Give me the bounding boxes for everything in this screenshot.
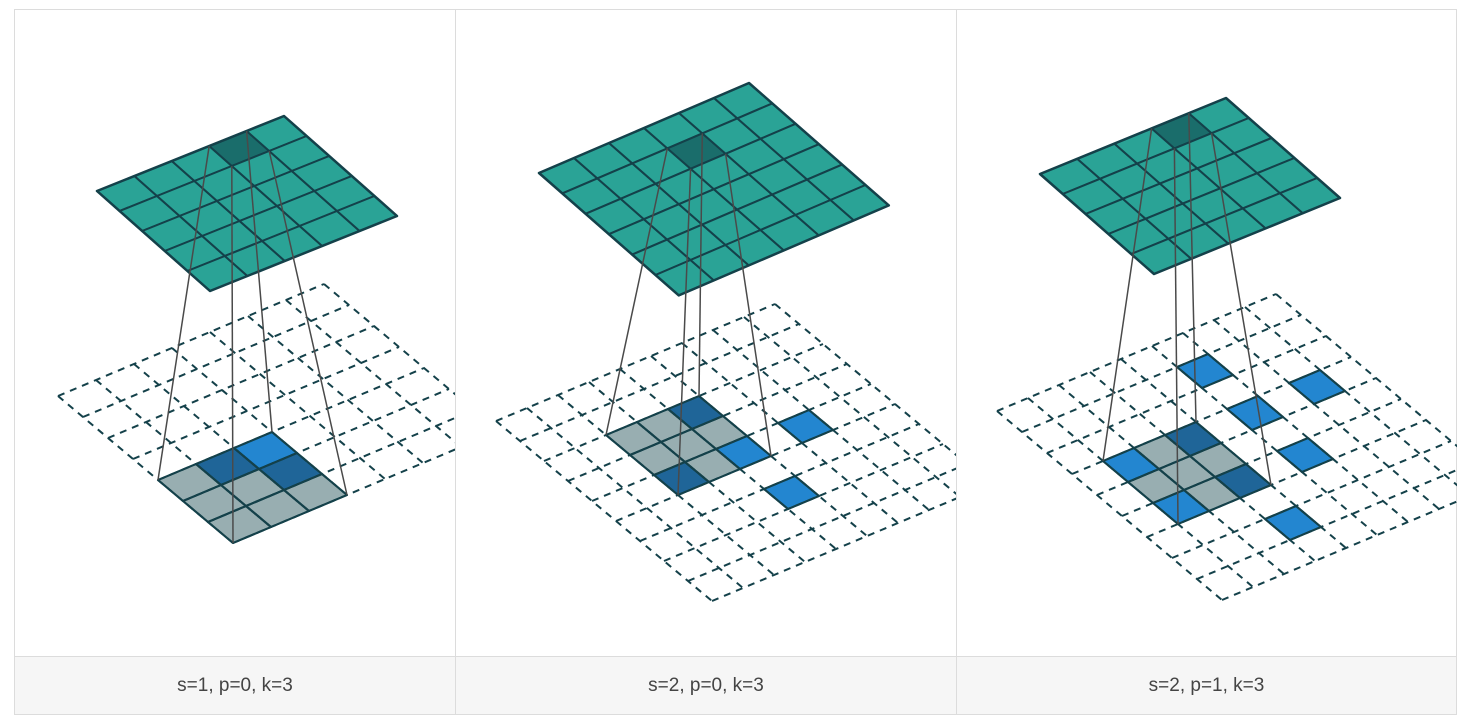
input-cell-outline [763,475,820,510]
input-grid-line [285,299,455,444]
input-grid-line [743,316,957,496]
input-grid-line [1046,335,1327,454]
diagram-svg-2 [495,81,957,602]
input-cell-outline [777,409,834,444]
input-grid-line [323,283,455,396]
projection-line [677,168,692,496]
input-grid-line [82,304,350,418]
input-grid-line [1121,398,1402,517]
input-grid-line [495,420,713,602]
input-grid-line [543,343,824,462]
input-grid-line [182,388,450,502]
input-grid-line [681,342,899,524]
projection-line [157,145,210,481]
input-grid-line [157,367,425,481]
projection-line [698,133,704,397]
input-grid-line [588,381,806,563]
input-grid-line [519,323,800,442]
output-plane-border [1038,96,1342,276]
input-cell [1288,369,1346,405]
input-grid-line [711,497,957,602]
input-grid-line [639,423,920,542]
input-cell-outline [1176,353,1234,389]
input-cell-outline [1276,437,1334,473]
input-grid-line [232,448,455,544]
projection-line [1210,133,1272,486]
input-grid-line [107,325,375,439]
input-grid-line [619,368,837,550]
input-grid-line [567,363,848,482]
input-cell [1276,437,1334,473]
diagram-svg-3 [996,96,1457,601]
input-grid-line [615,403,896,522]
projection-line [1102,128,1153,462]
input-grid-line [650,355,868,537]
input-grid-line [712,329,930,511]
input-grid-line [1021,314,1302,433]
projection-line [245,130,273,433]
output-plane-border [537,81,891,297]
input-cell [1264,505,1322,541]
output-plane-border [95,114,399,293]
input-cell [777,409,834,444]
diagram-svg-1 [57,114,455,544]
input-grid-line [591,383,872,502]
input-grid-line [663,443,944,562]
input-grid-line [1244,306,1457,487]
input-grid-line [1275,293,1457,448]
input-grid-line [526,407,744,589]
diagram-stride2-pad1 [957,10,1457,656]
input-grid-line [57,283,325,397]
input-cell-outline [1226,395,1284,431]
diagram-stride1-pad0 [15,10,455,656]
input-grid-line [1221,500,1457,601]
caption-stride2-pad0: s=2, p=0, k=3 [456,656,956,714]
input-cell [1226,395,1284,431]
input-cell [763,475,820,510]
input-grid-line [1213,319,1440,510]
input-grid-line [1196,468,1457,580]
projection-line [231,165,234,544]
input-grid-line [996,410,1223,601]
projection-line [1188,113,1197,423]
input-grid-line [687,467,957,582]
input-grid-line [132,346,400,460]
panel-stride2-pad0: s=2, p=0, k=3 [455,10,957,714]
input-grid-line [495,303,776,422]
convolution-figure-table: s=1, p=0, k=3 s=2, p=0, k=3 s=2, p=1, k=… [14,9,1457,715]
projection-line [724,153,772,457]
input-cell [1176,353,1234,389]
input-grid-line [1171,440,1452,559]
input-cell-outline [1264,505,1322,541]
input-grid-line [557,394,775,576]
projection-line [268,150,348,496]
input-cell-outline [1288,369,1346,405]
projection-line [605,148,669,436]
projection-line [1173,148,1179,525]
panel-stride2-pad1: s=2, p=1, k=3 [956,10,1457,714]
caption-stride1-pad0: s=1, p=0, k=3 [15,656,455,714]
input-grid-line [774,303,957,457]
input-grid-line [1151,345,1378,536]
panel-stride1-pad0: s=1, p=0, k=3 [15,10,455,714]
input-grid-line [1182,332,1409,523]
input-grid-line [1146,419,1427,538]
diagram-stride2-pad0 [456,10,957,656]
caption-stride2-pad1: s=2, p=1, k=3 [957,656,1456,714]
input-grid-line [996,293,1277,412]
